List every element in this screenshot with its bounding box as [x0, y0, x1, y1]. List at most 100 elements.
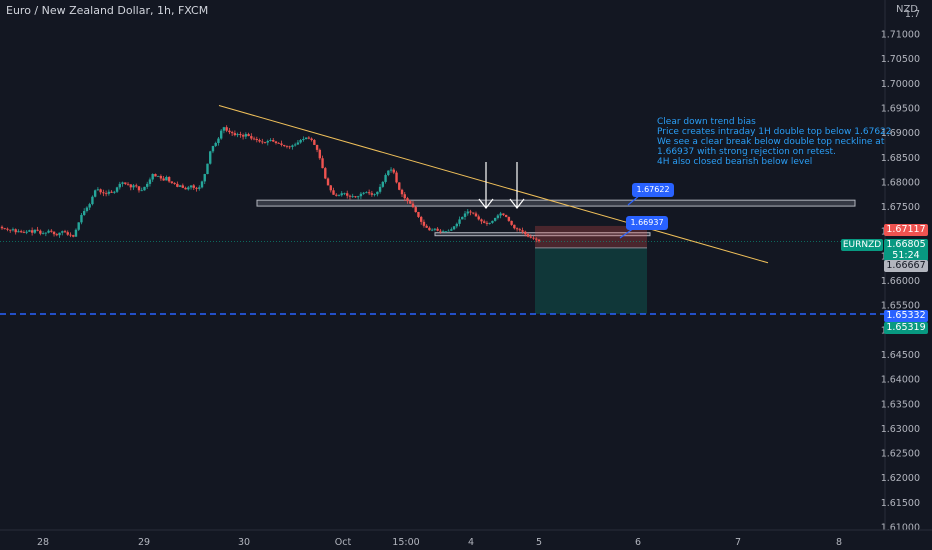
candle-body — [233, 133, 237, 136]
candle-body — [406, 198, 409, 202]
candle-body — [211, 145, 215, 152]
candle-body — [485, 222, 489, 224]
callout-upper[interactable]: 1.67622 — [632, 183, 674, 197]
candle — [513, 224, 516, 230]
candle — [472, 212, 475, 215]
candle — [304, 137, 308, 140]
candle — [285, 145, 289, 149]
candle-body — [343, 193, 346, 195]
reward-box — [535, 247, 647, 314]
candle — [455, 222, 459, 229]
candle — [299, 139, 302, 144]
candle — [189, 185, 193, 190]
candle-body — [496, 215, 500, 218]
candle-body — [378, 186, 382, 192]
candle — [156, 175, 160, 177]
candle — [343, 192, 346, 196]
candle — [230, 130, 234, 136]
candle — [477, 214, 480, 221]
candle-body — [288, 146, 291, 148]
y-tick-label: 1.62000 — [881, 473, 920, 484]
candle — [44, 232, 48, 237]
candle-body — [176, 183, 179, 187]
y-tick-label: 1.71000 — [881, 30, 920, 41]
candle — [351, 193, 354, 198]
candle — [507, 216, 511, 222]
candle — [165, 175, 168, 181]
candle — [135, 183, 138, 188]
candle — [96, 187, 100, 191]
x-tick-label: 4 — [468, 537, 474, 548]
candle-body — [99, 189, 102, 193]
candle — [491, 220, 494, 224]
candle — [206, 163, 209, 175]
x-tick-label: 6 — [635, 537, 641, 548]
candle — [143, 186, 146, 191]
candle — [436, 227, 439, 232]
candle — [55, 233, 58, 237]
y-tick-label: 1.69000 — [881, 128, 920, 139]
candle-body — [203, 174, 206, 182]
candle — [239, 131, 242, 138]
candle — [359, 192, 363, 200]
candle-body — [126, 183, 130, 185]
note-line: Price creates intraday 1H double top bel… — [657, 127, 892, 137]
currency-label: NZD — [895, 4, 918, 15]
time-axis[interactable]: 28 29 30 Oct 15:00 4 5 6 7 8 — [0, 529, 932, 548]
candle — [244, 132, 248, 140]
candle-body — [441, 231, 445, 233]
y-tick-label: 1.63500 — [881, 399, 920, 410]
candle-body — [132, 185, 135, 188]
candle — [33, 229, 37, 235]
candle-body — [373, 194, 376, 196]
candle-body — [365, 192, 368, 194]
candle — [258, 138, 261, 143]
y-tick-label: 1.69500 — [881, 103, 920, 114]
note-line: 4H also closed bearish below level — [657, 157, 813, 167]
candle — [77, 222, 80, 231]
candle — [107, 189, 111, 196]
candle-body — [162, 178, 165, 181]
candle — [518, 227, 522, 232]
y-tick-label: 1.63000 — [881, 424, 920, 435]
candle — [535, 237, 538, 243]
candle — [228, 127, 231, 135]
resistance-zone — [256, 199, 856, 207]
candle-body — [507, 216, 511, 221]
candle — [318, 148, 322, 160]
candle-body — [414, 207, 417, 212]
candle-body — [477, 216, 480, 220]
candle — [211, 145, 215, 154]
candle — [526, 232, 530, 238]
callout-lower[interactable]: 1.66937 — [626, 216, 668, 230]
candle — [121, 181, 124, 187]
candle — [425, 224, 428, 228]
candle-body — [324, 168, 327, 179]
candle-body — [521, 230, 524, 232]
candle — [288, 145, 291, 150]
candle — [198, 185, 201, 191]
candle-body — [466, 211, 469, 214]
candle-body — [348, 195, 352, 197]
candle — [422, 219, 426, 228]
candle — [378, 184, 382, 194]
candle-body — [104, 193, 108, 195]
candle — [488, 222, 491, 225]
candle — [277, 142, 280, 144]
candle-body — [263, 141, 267, 143]
candle-body — [483, 221, 486, 223]
candle-body — [395, 172, 398, 183]
trendline — [218, 105, 769, 264]
candle-body — [340, 193, 343, 196]
candle — [537, 239, 541, 243]
candle-body — [474, 213, 478, 217]
candle — [458, 216, 461, 227]
candle — [510, 220, 513, 226]
candle — [99, 188, 102, 195]
candle-body — [178, 185, 182, 187]
candle — [463, 210, 467, 220]
candle-body — [85, 207, 89, 212]
y-tick-label: 1.65500 — [881, 301, 920, 312]
candle — [354, 195, 357, 198]
